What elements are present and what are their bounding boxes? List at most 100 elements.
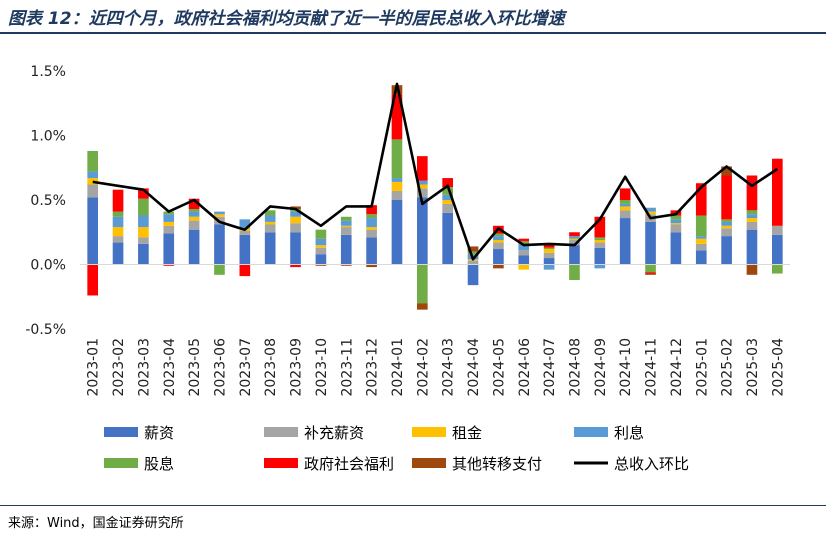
bar-segment-2-2023-11 (340, 225, 352, 228)
bar-segment-0-2023-07 (239, 234, 251, 265)
bar-segment-0-2024-05 (493, 249, 504, 265)
bar-segment-3-2024-02 (416, 180, 428, 185)
x-tick-label: 2024-11 (644, 338, 660, 397)
bar-segment-1-2024-09 (594, 242, 606, 248)
bar-segment-2-2024-03 (442, 200, 454, 204)
bar-segment-5-2024-01 (391, 94, 403, 140)
bar-segment-3-2025-02 (721, 221, 732, 226)
bar-segment-2-2023-08 (264, 221, 276, 225)
bar-segment-2-2024-05 (493, 239, 504, 243)
bar-segment-3-2025-03 (746, 214, 758, 219)
y-tick-label: 0.5% (30, 193, 66, 209)
x-tick-label: 2023-01 (86, 338, 102, 397)
bar-segment-3-2023-12 (366, 218, 377, 228)
bar-segment-2-2023-05 (188, 216, 200, 221)
x-tick-label: 2023-02 (111, 338, 127, 397)
bar-segment-6-2024-02 (416, 303, 428, 310)
bar-segment-1-2023-07 (239, 230, 251, 235)
bar-segment-4-2023-05 (188, 209, 200, 212)
bar-segment-1-2023-01 (87, 184, 99, 198)
bar-segment-4-2024-12 (670, 215, 682, 220)
bar-segment-4-2023-08 (264, 210, 276, 216)
bar-segment-4-2024-06 (518, 241, 530, 244)
bar-segment-1-2025-02 (721, 228, 732, 237)
bar-segment-1-2024-04 (467, 260, 479, 265)
bar-segment-2-2024-02 (416, 184, 428, 189)
y-axis: 1.5% 1.0% 0.5% 0.0% -0.5% (25, 64, 66, 338)
bar-segment-5-2024-11 (645, 272, 656, 274)
bar-segment-2-2024-06 (518, 264, 530, 270)
bar-segment-3-2023-06 (214, 211, 225, 215)
bar-segment-3-2024-07 (543, 264, 555, 270)
x-tick-label: 2024-04 (466, 338, 482, 397)
legend-swatch (412, 427, 446, 437)
legend-swatch (264, 458, 298, 468)
bar-segment-5-2024-02 (416, 156, 428, 181)
bar-segment-1-2025-04 (771, 225, 783, 235)
bar-segment-5-2024-10 (619, 188, 631, 200)
bar-segment-0-2023-10 (315, 254, 327, 265)
bar-segment-0-2024-09 (594, 247, 606, 265)
bar-segment-0-2023-01 (87, 197, 99, 265)
legend-swatch (104, 458, 138, 468)
stacked-bar-line-chart: 1.5%1.0%0.5%0.0%-0.5% 2023-01 2023-02 2023… (25, 64, 790, 473)
bar-segment-1-2024-10 (619, 210, 631, 219)
bar-segment-0-2024-10 (619, 218, 631, 265)
bar-segment-2-2024-12 (670, 223, 682, 225)
bar-segment-4-2024-01 (391, 139, 403, 179)
bar-segment-0-2023-06 (214, 224, 225, 265)
bar-segment-0-2024-12 (670, 232, 682, 265)
bar-segment-2-2023-06 (214, 214, 225, 217)
bar-segment-4-2024-03 (442, 187, 454, 195)
x-tick-label: 2024-06 (517, 338, 533, 397)
bar-segment-2-2024-01 (391, 181, 403, 191)
x-tick-label: 2024-07 (542, 338, 558, 397)
bar-segment-6-2023-11 (340, 264, 352, 266)
bar-segment-4-2024-10 (619, 200, 631, 204)
bar-segment-4-2023-01 (87, 150, 99, 172)
bar-segment-2-2024-09 (594, 239, 606, 243)
legend-swatch (412, 458, 446, 468)
bar-segment-2-2023-04 (163, 221, 175, 226)
x-tick-label: 2025-04 (770, 338, 786, 397)
bar-segment-4-2024-04 (467, 251, 479, 255)
total-income-polyline (92, 82, 779, 261)
bar-segment-0-2025-02 (721, 236, 732, 265)
bar-segment-0-2023-09 (290, 232, 301, 265)
bar-segment-6-2024-04 (467, 246, 479, 252)
bar-series (87, 85, 783, 310)
legend-swatch (104, 427, 138, 437)
bar-segment-0-2024-01 (391, 200, 403, 265)
bar-segment-1-2023-02 (112, 236, 124, 243)
title-rule (0, 32, 826, 34)
bar-segment-3-2024-08 (569, 236, 580, 239)
bar-segment-3-2024-11 (645, 207, 656, 212)
bar-segment-3-2023-01 (87, 171, 99, 179)
bar-segment-1-2025-01 (695, 243, 707, 251)
x-tick-label: 2025-02 (720, 338, 736, 397)
bar-segment-3-2023-11 (340, 220, 352, 226)
legend-label: 股息 (144, 455, 174, 473)
x-tick-label: 2025-01 (694, 338, 710, 397)
bar-segment-0-2023-05 (188, 229, 200, 265)
bar-segment-0-2023-03 (138, 243, 149, 265)
bar-segment-3-2024-06 (518, 243, 530, 251)
x-tick-label: 2023-09 (289, 338, 305, 397)
bar-segment-4-2023-11 (340, 216, 352, 221)
x-axis: 2023-01 2023-02 2023-03 2023-04 2023-05 2023-… (86, 338, 787, 397)
bar-segment-2-2024-11 (645, 211, 656, 215)
bar-segment-0-2023-12 (366, 237, 377, 265)
legend-label: 补充薪资 (304, 424, 364, 442)
bar-segment-6-2025-03 (746, 264, 758, 275)
x-tick-label: 2023-06 (212, 338, 228, 397)
bar-segment-1-2023-03 (138, 237, 149, 244)
bar-segment-3-2023-09 (290, 211, 301, 217)
bar-segment-5-2025-02 (721, 175, 732, 220)
bar-segment-4-2023-06 (214, 264, 225, 275)
bar-segment-2-2023-10 (315, 245, 327, 248)
bar-segment-4-2024-02 (416, 264, 428, 304)
bar-segment-1-2024-07 (543, 252, 555, 259)
legend-label: 政府社会福利 (304, 455, 394, 473)
bar-segment-1-2024-01 (391, 190, 403, 200)
legend-label: 租金 (452, 424, 482, 442)
